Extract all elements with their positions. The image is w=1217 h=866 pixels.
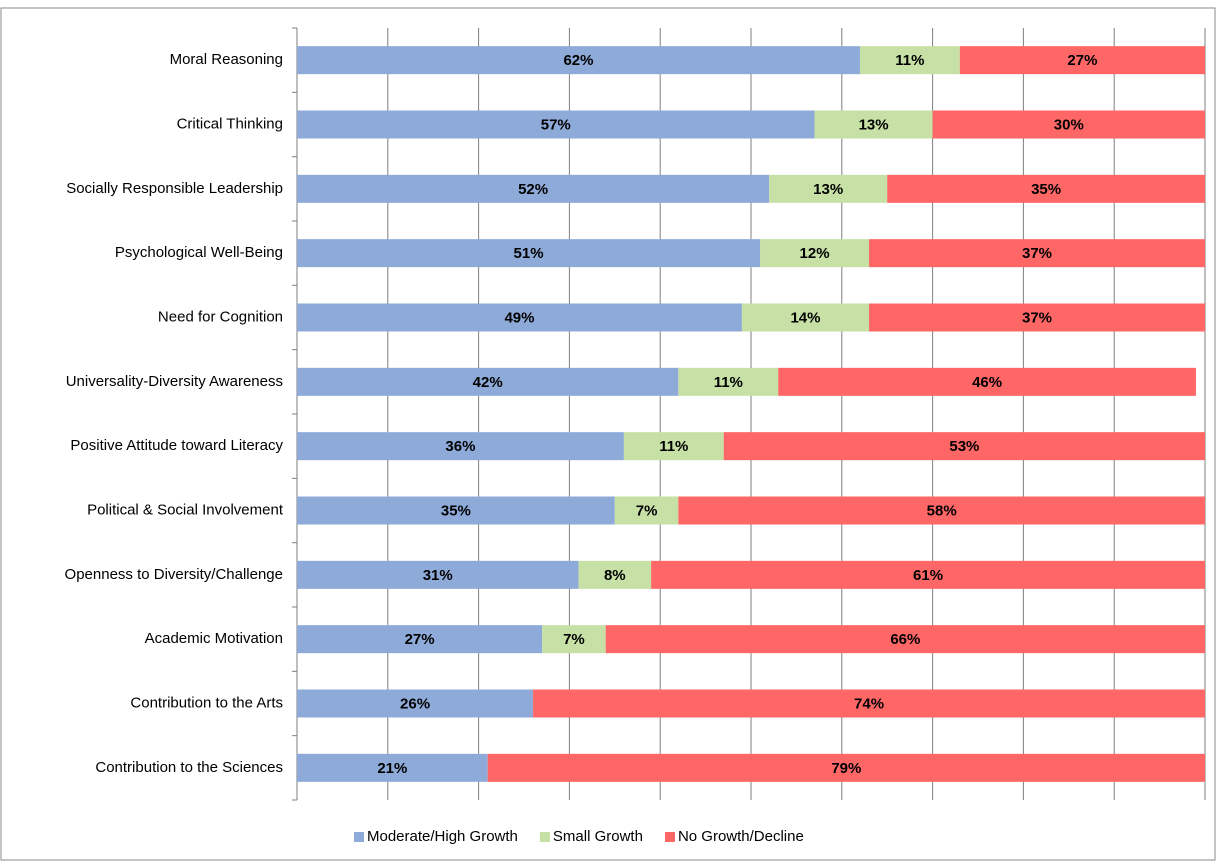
legend-label: Small Growth (553, 828, 643, 845)
y-tick-label: Contribution to the Sciences (95, 759, 283, 776)
data-label: 12% (800, 245, 830, 262)
y-tick-label: Openness to Diversity/Challenge (65, 566, 283, 583)
bar-segment (859, 46, 960, 75)
data-label: 35% (441, 502, 471, 519)
data-label: 13% (813, 181, 843, 198)
data-label: 14% (790, 309, 820, 326)
data-label: 37% (1022, 245, 1052, 262)
y-tick-label: Moral Reasoning (170, 51, 283, 68)
y-tick-label: Academic Motivation (145, 630, 283, 647)
bar-segment (297, 560, 579, 589)
bar-segment (678, 496, 1205, 525)
bar-segment (297, 367, 679, 396)
data-label: 26% (400, 695, 430, 712)
y-tick-label: Socially Responsible Leadership (66, 180, 283, 197)
bar-segment (297, 625, 543, 654)
bar-segment (297, 432, 624, 461)
data-label: 53% (949, 438, 979, 455)
bar-segment (651, 560, 1205, 589)
data-label: 62% (563, 52, 593, 69)
y-tick-label: Positive Attitude toward Literacy (70, 437, 283, 454)
bar-segment (297, 110, 815, 139)
data-label: 11% (714, 374, 743, 391)
y-tick-label: Political & Social Involvement (87, 501, 284, 518)
legend-label: No Growth/Decline (678, 828, 804, 845)
data-label: 31% (423, 567, 453, 584)
data-label: 51% (514, 245, 544, 262)
bar-segment (869, 239, 1205, 268)
bar-segment (487, 753, 1205, 782)
data-label: 49% (504, 309, 534, 326)
bar-segment (778, 367, 1196, 396)
bar-segment (297, 239, 761, 268)
data-label: 52% (518, 181, 548, 198)
bar-segment (814, 110, 933, 139)
data-label: 27% (405, 631, 435, 648)
bar-segment (959, 46, 1205, 75)
data-label: 57% (541, 116, 571, 133)
data-label: 27% (1067, 52, 1097, 69)
bar-segment (678, 367, 779, 396)
legend-swatch (664, 832, 675, 842)
bar-segment (297, 303, 742, 332)
bar-segment (533, 689, 1205, 718)
data-label: 30% (1054, 116, 1084, 133)
data-label: 46% (972, 374, 1002, 391)
bar-segment (741, 303, 870, 332)
bar-segment (605, 625, 1205, 654)
data-label: 8% (604, 567, 626, 584)
bar-segment (623, 432, 724, 461)
bar-segment (297, 496, 615, 525)
data-label: 11% (895, 52, 924, 69)
bar-segment (297, 753, 488, 782)
bar-segment (932, 110, 1205, 139)
bar-segment (297, 174, 770, 203)
legend: Moderate/High Growth Small Growth No Growt… (354, 828, 804, 845)
data-label: 61% (913, 567, 943, 584)
data-label: 13% (859, 116, 889, 133)
data-label: 74% (854, 695, 884, 712)
legend-label: Moderate/High Growth (367, 828, 518, 845)
bar-segment (578, 560, 652, 589)
data-label: 42% (473, 374, 503, 391)
data-label: 79% (831, 760, 861, 777)
bar-segment (542, 625, 606, 654)
bar-segment (869, 303, 1205, 332)
bar-segment (760, 239, 870, 268)
data-label: 36% (445, 438, 475, 455)
data-label: 21% (377, 760, 407, 777)
bar-segment (297, 46, 860, 75)
bar-segment (887, 174, 1205, 203)
data-label: 58% (927, 502, 957, 519)
data-label: 35% (1031, 181, 1061, 198)
legend-swatch (354, 832, 364, 842)
legend-swatch (539, 832, 550, 842)
bar-segment (614, 496, 679, 525)
y-tick-label: Need for Cognition (158, 308, 283, 325)
data-label: 7% (636, 502, 658, 519)
bar-segment (769, 174, 888, 203)
data-label: 37% (1022, 309, 1052, 326)
bar-segment (723, 432, 1205, 461)
data-label: 11% (659, 438, 688, 455)
data-label: 66% (890, 631, 920, 648)
y-tick-label: Psychological Well-Being (115, 244, 283, 261)
y-tick-label: Critical Thinking (177, 115, 283, 132)
bar-segment (297, 689, 534, 718)
y-tick-label: Contribution to the Arts (130, 694, 283, 711)
data-label: 7% (563, 631, 585, 648)
y-tick-label: Universality-Diversity Awareness (66, 373, 283, 390)
